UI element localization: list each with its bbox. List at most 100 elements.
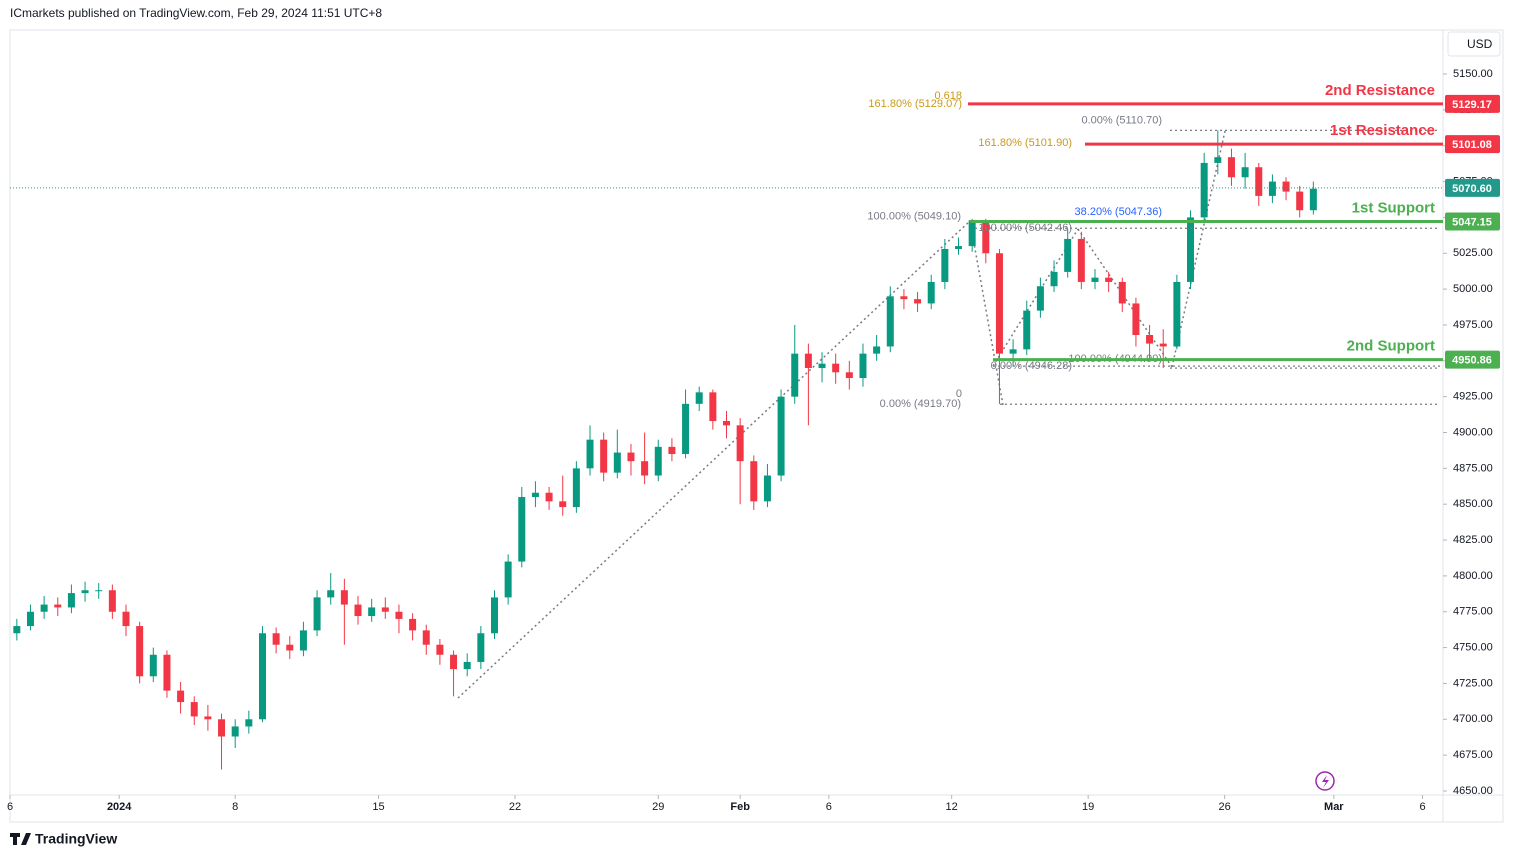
candle-body [136, 626, 144, 677]
candle-body [914, 299, 922, 304]
candle-body [122, 611, 130, 627]
price-tag-label: 5047.15 [1452, 216, 1492, 228]
price-tag-label: 5070.60 [1452, 183, 1492, 195]
currency-box[interactable] [1447, 31, 1501, 57]
candle-body [572, 468, 580, 508]
frame [9, 29, 1504, 823]
candle-body [1282, 181, 1290, 192]
alert-circle[interactable] [1315, 771, 1335, 791]
x-tick-label: 12 [946, 801, 958, 813]
y-tick-label: 4875.00 [1453, 462, 1493, 474]
candle-body [163, 654, 171, 691]
candle-body [1200, 162, 1208, 218]
candle-body [1309, 188, 1317, 211]
candle-body [1296, 191, 1304, 211]
candle-body [436, 644, 444, 655]
candle-body [1064, 238, 1072, 272]
fib-connector [457, 220, 971, 699]
y-tick-label: 4850.00 [1453, 498, 1493, 510]
y-tick-label: 4750.00 [1453, 641, 1493, 653]
x-tick-label: 6 [7, 801, 13, 813]
candle-body [654, 446, 662, 476]
candle-body [327, 590, 335, 598]
candle-body [286, 644, 294, 651]
y-tick-label: 4675.00 [1453, 749, 1493, 761]
candle-body [1214, 157, 1222, 163]
candle-body [463, 661, 471, 670]
y-tick-label: 4800.00 [1453, 570, 1493, 582]
candle-body [927, 281, 935, 304]
candle-body [1146, 334, 1154, 344]
price-tag [1445, 212, 1500, 231]
candle-body [723, 421, 730, 426]
fib-connector [1171, 130, 1226, 368]
candle-body [668, 446, 676, 455]
level-name: 1st Resistance [1330, 122, 1435, 139]
candle-body [600, 439, 608, 473]
fib-label: 0.00% (4946.28) [991, 360, 1072, 372]
x-tick-label: 19 [1082, 801, 1094, 813]
candle-body [791, 353, 799, 397]
fib-label: 0.00% (5110.70) [1081, 114, 1162, 126]
candle-body [627, 452, 635, 462]
brand-logo: TradingView [10, 831, 117, 847]
x-tick-label: 6 [826, 801, 832, 813]
brand: TradingView [35, 831, 117, 847]
candle-body [95, 590, 103, 592]
candle-body [409, 618, 417, 631]
candle-body [1091, 277, 1099, 282]
candle-body [873, 346, 881, 354]
candle-body [477, 633, 485, 662]
x-tick-label: 6 [1419, 801, 1425, 813]
candle-body [340, 590, 348, 605]
x-tick-label: 22 [509, 801, 521, 813]
currency: USD [1467, 37, 1493, 51]
candle-body [709, 392, 717, 422]
fib-label: 0 [956, 388, 962, 400]
candle-body [381, 607, 389, 612]
fib-label: 100.00% (5042.46) [978, 222, 1072, 234]
y-tick-label: 4925.00 [1453, 391, 1493, 403]
candle-body [736, 425, 744, 462]
alert-icon[interactable] [1315, 771, 1335, 791]
x-tick-label: 8 [232, 801, 238, 813]
candle-body [832, 363, 840, 373]
fib-connectors [457, 130, 1226, 699]
price-tag [1445, 350, 1500, 369]
candle-body [272, 633, 280, 645]
candle-body [313, 597, 321, 631]
candle-body [54, 604, 62, 608]
x-tick-label: 2024 [107, 801, 132, 813]
candle-body [81, 590, 89, 594]
fib-label: 100.00% (5049.10) [867, 211, 961, 223]
candle-body [1050, 271, 1058, 287]
candle-body [695, 392, 703, 404]
y-tick-label: 4900.00 [1453, 426, 1493, 438]
candle-body [818, 363, 826, 368]
candle-body [1268, 181, 1276, 196]
price-tag-label: 5101.08 [1452, 139, 1492, 151]
candle-body [559, 501, 567, 508]
candle-body [1241, 167, 1249, 178]
candle-body [968, 220, 976, 247]
candle-body [177, 690, 185, 703]
candle-body [613, 452, 621, 473]
candle-body [1173, 281, 1181, 347]
candle-body [763, 475, 771, 502]
fib-label: 161.80% (5101.90) [978, 137, 1072, 149]
candle-body [641, 461, 649, 476]
price-tag-label: 4950.86 [1452, 354, 1492, 366]
header: ICmarkets published on TradingView.com, … [10, 6, 382, 20]
candle-body [190, 702, 198, 717]
y-tick-label: 5025.00 [1453, 247, 1493, 259]
price-tag [1445, 178, 1500, 197]
candle-body [804, 353, 812, 368]
candle-body [1118, 281, 1126, 304]
y-tick-label: 4650.00 [1453, 785, 1493, 797]
price-tag [1445, 94, 1500, 113]
candle-body [995, 253, 1003, 354]
candle-body [955, 246, 963, 249]
candle-body [777, 396, 785, 476]
candle-body [40, 604, 48, 612]
level-name: 2nd Support [1347, 338, 1435, 355]
